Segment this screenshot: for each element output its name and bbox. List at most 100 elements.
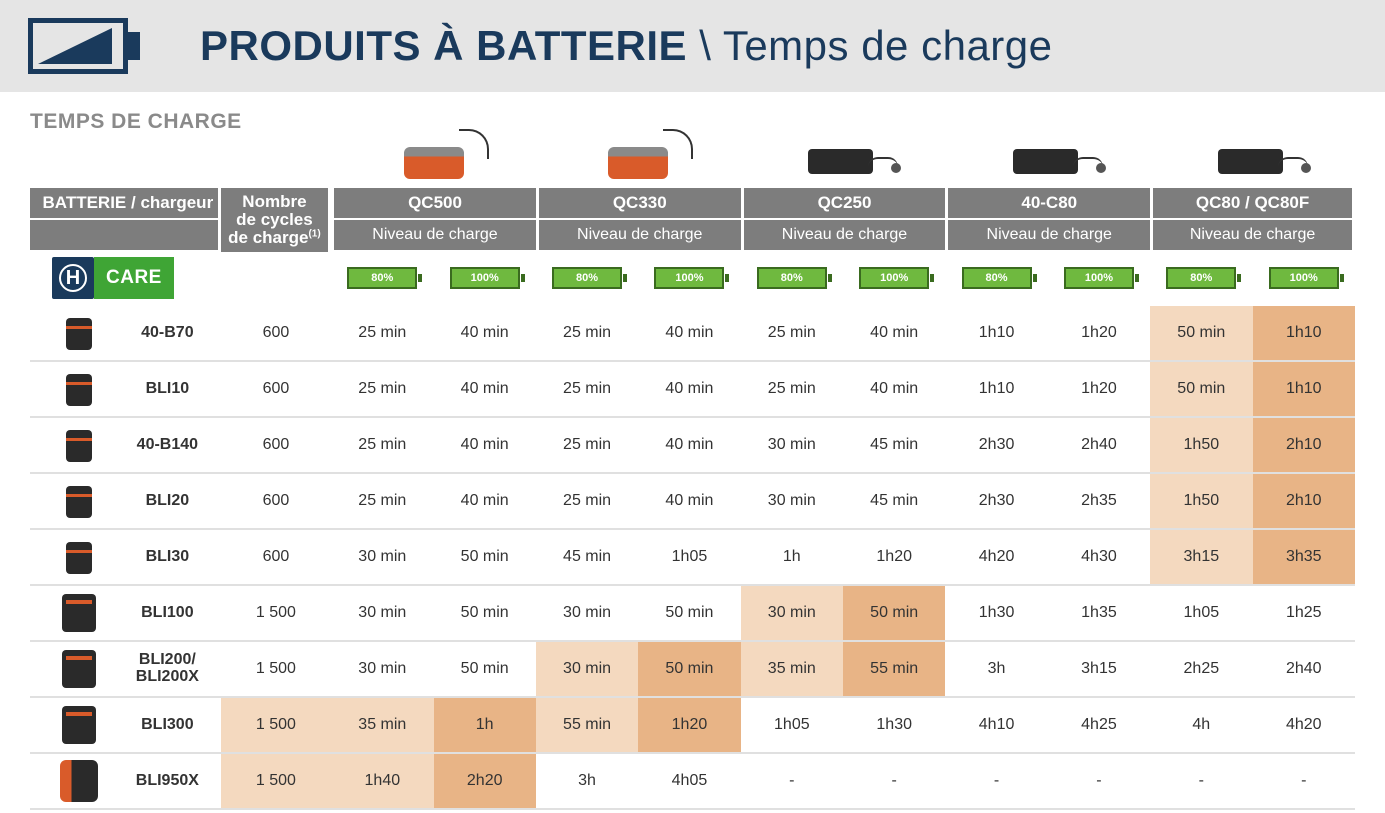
page-title: PRODUITS À BATTERIE \ Temps de charge [200,22,1053,70]
charge-time-value: 40 min [434,474,536,530]
charge-time-value: 1h20 [843,530,945,586]
charge-time-value: 1h10 [1253,306,1356,362]
charge-time-value: 50 min [434,530,536,586]
battery-icon-mini [60,424,98,466]
battery-cell: BLI10 [30,362,221,418]
charge-time-value: 30 min [741,474,843,530]
battery-name: BLI300 [114,717,221,734]
charge-time-value: 2h10 [1253,474,1356,530]
battery-cell: BLI300 [30,698,221,754]
charge-time-value: 25 min [331,362,433,418]
charge-time-value: 40 min [638,306,740,362]
charge-time-value: 4h20 [1253,698,1356,754]
charge-time-value: 45 min [536,530,638,586]
battery-name: BLI30 [114,549,221,566]
charge-time-value: 50 min [1150,362,1252,418]
charge-time-value: 4h [1150,698,1252,754]
charge-time-value: 50 min [843,586,945,642]
cycles-value: 1 500 [221,698,331,754]
percent-badge: 100% [638,254,740,306]
charge-time-value: 25 min [331,474,433,530]
charge-time-value: 1h [741,530,843,586]
charge-time-value: 25 min [536,362,638,418]
table-row: BLI200/BLI200X1 50030 min50 min30 min50 … [30,642,1355,698]
charge-time-value: 1h20 [1048,362,1150,418]
charge-time-value: 1h20 [1048,306,1150,362]
cycles-value: 600 [221,362,331,418]
charge-time-value: 2h40 [1253,642,1356,698]
charge-time-value: 1h10 [945,306,1047,362]
table-row: BLI3060030 min50 min45 min1h051h1h204h20… [30,530,1355,586]
charge-time-value: 40 min [843,306,945,362]
charge-time-value: 50 min [1150,306,1252,362]
charger-name: QC500 [331,188,536,220]
percent-badge: 100% [843,254,945,306]
percent-badge: 80% [536,254,638,306]
charge-time-value: 50 min [434,586,536,642]
charge-time-value: 40 min [434,362,536,418]
battery-name: BLI10 [114,381,221,398]
charge-time-value: 4h05 [638,754,740,810]
charge-time-value: 35 min [741,642,843,698]
charge-time-value: 1h30 [945,586,1047,642]
charge-time-value: 40 min [638,474,740,530]
battery-cell: BLI30 [30,530,221,586]
charge-time-value: 30 min [331,586,433,642]
battery-name: BLI200/BLI200X [114,652,221,686]
charge-time-value: 30 min [331,530,433,586]
battery-cell: BLI100 [30,586,221,642]
percent-badge: 100% [434,254,536,306]
charge-time-value: - [741,754,843,810]
charge-time-value: 50 min [638,642,740,698]
battery-icon-mini [60,480,98,522]
charge-time-value: 3h15 [1048,642,1150,698]
cycles-value: 1 500 [221,754,331,810]
charge-time-value: 30 min [536,586,638,642]
table-row: 40-B7060025 min40 min25 min40 min25 min4… [30,306,1355,362]
charge-time-value: 50 min [434,642,536,698]
battery-icon-mini [60,648,98,690]
battery-icon-mini [60,536,98,578]
charge-level-label: Niveau de charge [741,220,946,254]
cycles-value: 1 500 [221,642,331,698]
charge-time-value: 3h [536,754,638,810]
col-header-cycles: Nombre de cycles de charge(1) [221,188,331,254]
col-header-battery: BATTERIE / chargeur [30,188,221,220]
cycles-value: 600 [221,306,331,362]
charge-time-value: - [1253,754,1356,810]
battery-icon-mini [60,368,98,410]
battery-name: BLI950X [114,773,221,790]
charge-time-value: 1h20 [638,698,740,754]
charge-time-value: 1h35 [1048,586,1150,642]
table-row: BLI950X1 5001h402h203h4h05------ [30,754,1355,810]
charge-time-value: 45 min [843,418,945,474]
charge-time-value: 25 min [331,306,433,362]
charge-time-value: 4h10 [945,698,1047,754]
battery-icon-mini [60,760,98,802]
husqvarna-h-icon: H [52,257,94,299]
charge-level-label: Niveau de charge [945,220,1150,254]
charge-time-value: 2h30 [945,474,1047,530]
care-badge-cell: H CARE [30,254,221,306]
charge-time-value: 40 min [434,418,536,474]
charge-time-value: 25 min [741,362,843,418]
battery-name: 40-B140 [114,437,221,454]
charge-level-label: Niveau de charge [1150,220,1355,254]
cycles-value: 1 500 [221,586,331,642]
table-row: BLI1060025 min40 min25 min40 min25 min40… [30,362,1355,418]
charge-time-value: 2h35 [1048,474,1150,530]
battery-name: BLI20 [114,493,221,510]
charger-image [536,120,741,188]
charge-time-value: 40 min [843,362,945,418]
percent-badge: 80% [1150,254,1252,306]
charge-time-value: 55 min [843,642,945,698]
percent-badge: 80% [331,254,433,306]
battery-icon-mini [60,592,98,634]
charge-time-value: 25 min [536,306,638,362]
charge-time-value: 1h25 [1253,586,1356,642]
charge-time-value: 30 min [741,586,843,642]
battery-cell: 40-B70 [30,306,221,362]
charge-time-value: 45 min [843,474,945,530]
charge-time-value: - [843,754,945,810]
charge-level-label: Niveau de charge [536,220,741,254]
